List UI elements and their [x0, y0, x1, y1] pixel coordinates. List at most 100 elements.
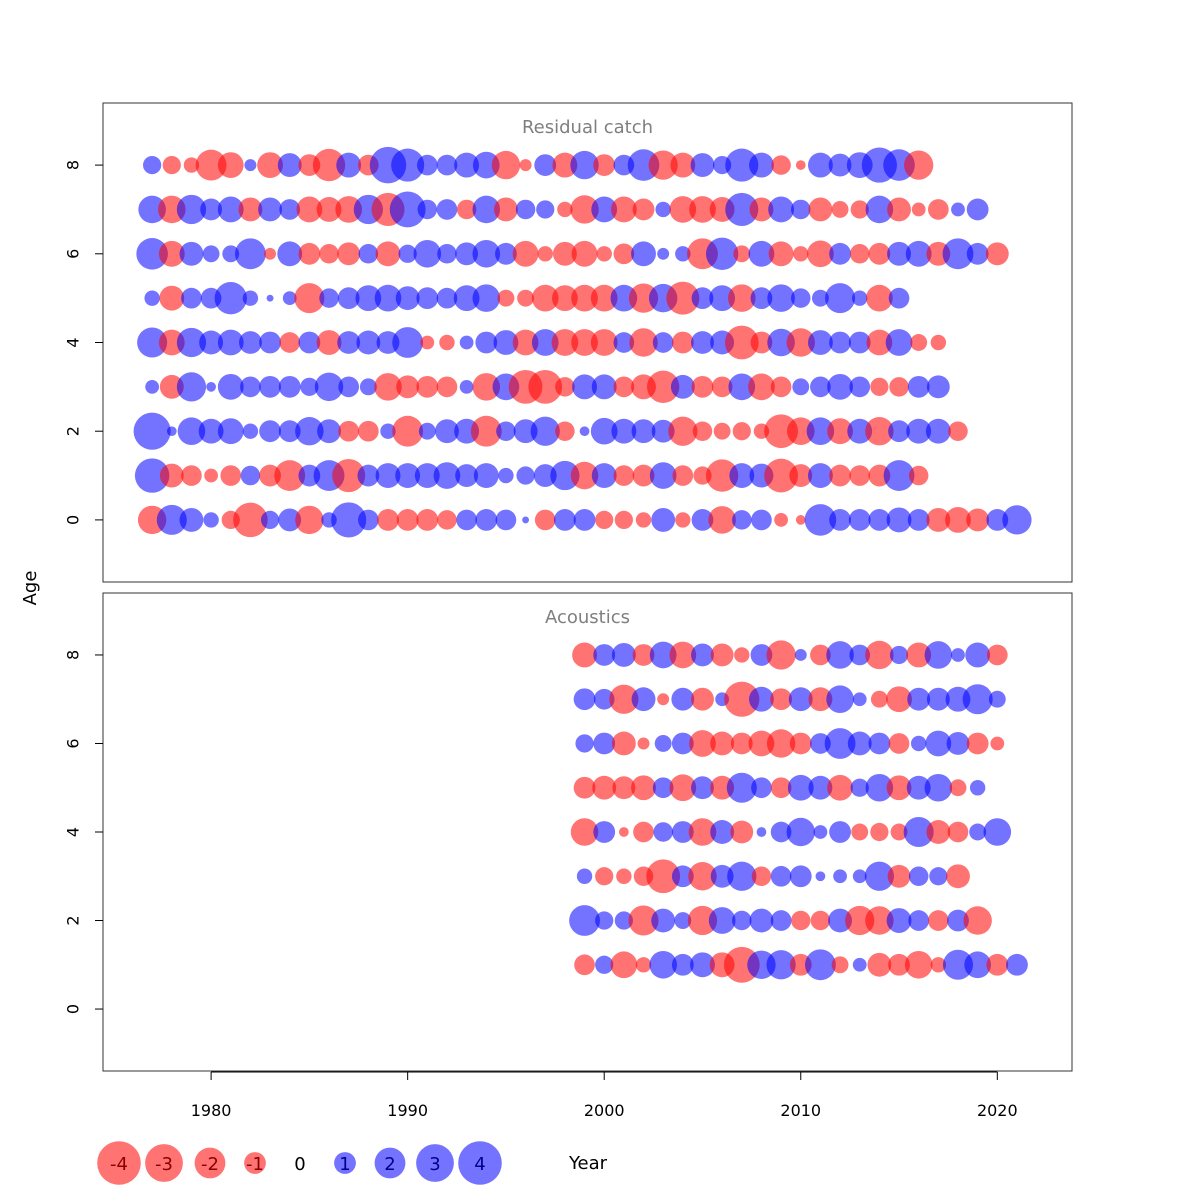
residual-bubble — [610, 951, 638, 979]
residual-bubble — [590, 284, 618, 312]
residual-bubble — [472, 151, 500, 179]
residual-bubble — [710, 820, 735, 844]
residual-bubble — [674, 912, 692, 929]
residual-bubble — [593, 154, 616, 176]
residual-bubble — [551, 329, 579, 356]
residual-bubble — [756, 827, 767, 837]
residual-bubble — [868, 509, 891, 531]
residual-bubble — [632, 644, 655, 666]
residual-bubble — [705, 459, 739, 492]
residual-bubble — [592, 775, 617, 800]
residual-bubble — [990, 736, 1005, 751]
residual-bubble — [865, 195, 894, 224]
residual-bubble — [671, 953, 694, 976]
residual-bubble — [829, 821, 851, 843]
residual-bubble — [675, 512, 691, 528]
residual-bubble — [472, 284, 501, 312]
residual-bubble — [552, 241, 577, 266]
residual-bubble — [181, 465, 202, 486]
residual-bubble — [515, 199, 536, 220]
residual-bubble — [831, 201, 849, 218]
residual-bubble — [827, 418, 853, 445]
residual-bubble — [534, 509, 556, 531]
residual-bubble — [395, 286, 420, 311]
residual-bubble — [966, 242, 989, 265]
residual-bubble — [298, 331, 321, 354]
residual-bubble — [907, 375, 930, 398]
residual-bubble — [929, 867, 948, 886]
residual-bubble — [865, 416, 894, 446]
panel-title: Residual catch — [522, 117, 653, 138]
residual-bubble — [456, 199, 477, 220]
residual-bubble — [810, 376, 831, 398]
residual-bubble — [951, 202, 965, 217]
residual-bubble — [278, 375, 301, 398]
residual-bubble — [751, 777, 772, 799]
residual-bubble — [337, 331, 361, 354]
residual-bubble — [279, 332, 301, 353]
residual-bubble — [925, 418, 951, 444]
y-tick-label: 2 — [64, 426, 83, 436]
residual-bubble — [206, 381, 216, 392]
legend-bubble — [194, 1147, 226, 1179]
residual-bubble — [926, 687, 950, 711]
residual-bubble — [389, 191, 426, 228]
residual-bubble — [392, 415, 424, 447]
residual-bubble — [259, 331, 281, 354]
residual-bubble — [828, 908, 853, 933]
residual-bubble — [496, 421, 516, 441]
panel-0: Residual catch 0 2 4 6 8 — [64, 102, 1073, 583]
residual-bubble — [158, 240, 185, 267]
residual-bubble — [732, 422, 751, 441]
residual-bubble — [866, 284, 893, 312]
legend-label: 3 — [429, 1154, 440, 1175]
y-tick-label: 0 — [64, 1004, 83, 1014]
y-tick-label: 4 — [64, 337, 83, 347]
residual-bubble — [768, 241, 794, 267]
residual-bubble — [652, 777, 674, 799]
residual-bubble — [158, 329, 185, 356]
residual-bubble — [806, 417, 835, 445]
residual-bubble — [611, 418, 637, 444]
residual-bubble — [795, 160, 806, 170]
residual-bubble — [198, 418, 224, 444]
residual-bubble — [671, 331, 694, 354]
residual-bubble — [688, 862, 717, 891]
residual-bubble — [573, 509, 596, 531]
residual-bubble — [595, 510, 614, 530]
residual-bubble — [377, 509, 399, 531]
residual-bubble — [455, 242, 479, 266]
residual-bubble — [691, 776, 714, 800]
legend-bubble — [458, 1141, 502, 1185]
residual-bubble — [277, 153, 302, 178]
residual-bubble — [730, 732, 753, 755]
residual-bubble — [808, 687, 833, 712]
residual-bubble — [865, 640, 894, 670]
residual-bubble — [595, 867, 614, 886]
residual-bubble — [214, 281, 247, 315]
residual-bubble — [847, 418, 873, 444]
residual-bubble — [418, 422, 436, 440]
residual-bubble — [850, 200, 869, 219]
residual-bubble — [887, 197, 911, 222]
residual-bubble — [166, 426, 177, 437]
residual-bubble — [233, 502, 268, 538]
residual-bubble — [391, 148, 425, 182]
residual-bubble — [593, 644, 616, 666]
residual-bubble — [145, 379, 160, 394]
residual-bubble — [417, 199, 438, 220]
legend-label: 4 — [474, 1154, 485, 1175]
residual-bubble — [396, 375, 420, 399]
residual-bubble — [569, 905, 600, 936]
residual-bubble — [571, 284, 598, 312]
residual-bubble — [791, 288, 811, 308]
residual-bubble — [824, 728, 856, 759]
residual-bubble — [240, 465, 261, 486]
residual-bubble — [988, 690, 1006, 708]
residual-bubble — [691, 509, 714, 531]
residual-bubble — [728, 284, 756, 312]
residual-bubble — [770, 821, 792, 843]
residual-bubble — [904, 950, 933, 979]
legend-label: -1 — [246, 1154, 264, 1175]
residual-bubble — [865, 906, 894, 935]
